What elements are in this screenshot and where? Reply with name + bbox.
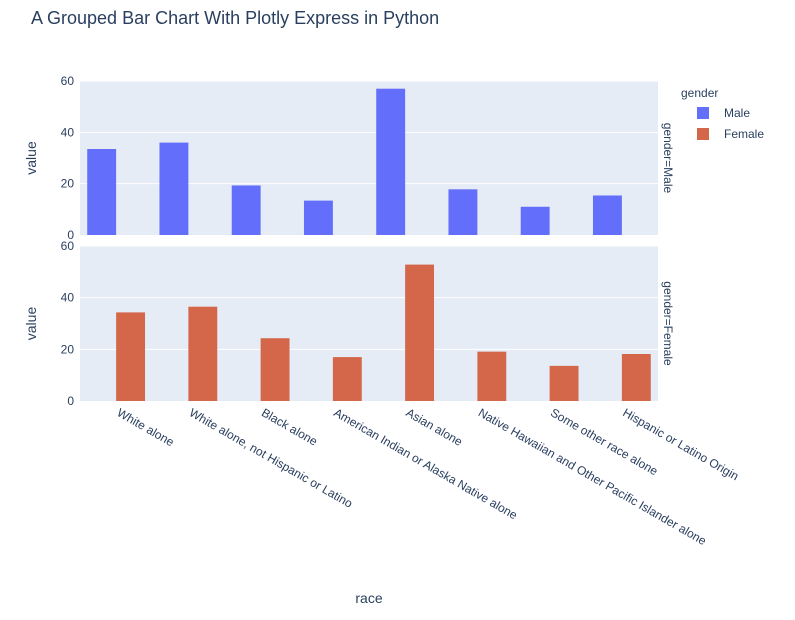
bar-female[interactable]: [405, 264, 435, 401]
y-tick-label: 0: [67, 228, 74, 242]
bar-male[interactable]: [303, 200, 333, 235]
y-tick-label: 20: [61, 342, 75, 356]
facet-panel-male: 0 20 40 60 value gender=Male: [23, 74, 675, 242]
bar-male[interactable]: [448, 189, 478, 235]
y-tick-label: 0: [67, 394, 74, 408]
facet-panel-female: 0 20 40 60 value gender=Female: [23, 239, 675, 408]
bar-male[interactable]: [520, 206, 550, 235]
legend-item-male[interactable]: Male: [697, 106, 750, 120]
legend-item-female[interactable]: Female: [697, 127, 764, 141]
x-tick-label: Asian alone: [404, 405, 466, 449]
bar-female[interactable]: [549, 365, 579, 401]
bar-female[interactable]: [188, 306, 218, 401]
bar-female[interactable]: [477, 351, 507, 401]
legend: gender Male Female: [681, 86, 764, 141]
bar-female[interactable]: [116, 312, 146, 401]
y-tick-label: 60: [61, 74, 75, 88]
bar-female[interactable]: [260, 338, 290, 401]
y-tick-label: 40: [61, 125, 75, 139]
legend-swatch: [697, 128, 709, 140]
y-tick-label: 40: [61, 291, 75, 305]
facet-label: gender=Male: [661, 123, 675, 194]
y-axis-title: value: [23, 307, 39, 341]
y-tick-label: 20: [61, 177, 75, 191]
y-axis-title: value: [23, 141, 39, 175]
facet-label: gender=Female: [661, 281, 675, 366]
bar-female[interactable]: [332, 357, 362, 401]
legend-label: Female: [724, 127, 764, 141]
bar-male[interactable]: [87, 149, 117, 235]
bar-male[interactable]: [231, 185, 261, 235]
y-tick-label: 60: [61, 239, 75, 253]
bar-male[interactable]: [592, 195, 622, 235]
legend-swatch: [697, 107, 709, 119]
x-axis-title: race: [355, 590, 382, 606]
legend-label: Male: [724, 106, 750, 120]
x-tick-label: White alone: [115, 405, 177, 449]
x-tick-label: Hispanic or Latino Origin: [620, 405, 741, 483]
chart-title: A Grouped Bar Chart With Plotly Express …: [31, 8, 440, 28]
bar-female[interactable]: [621, 353, 651, 401]
bar-male[interactable]: [376, 88, 406, 235]
x-tick-label: Black alone: [259, 405, 320, 448]
bar-male[interactable]: [159, 142, 189, 235]
legend-title: gender: [681, 86, 718, 100]
